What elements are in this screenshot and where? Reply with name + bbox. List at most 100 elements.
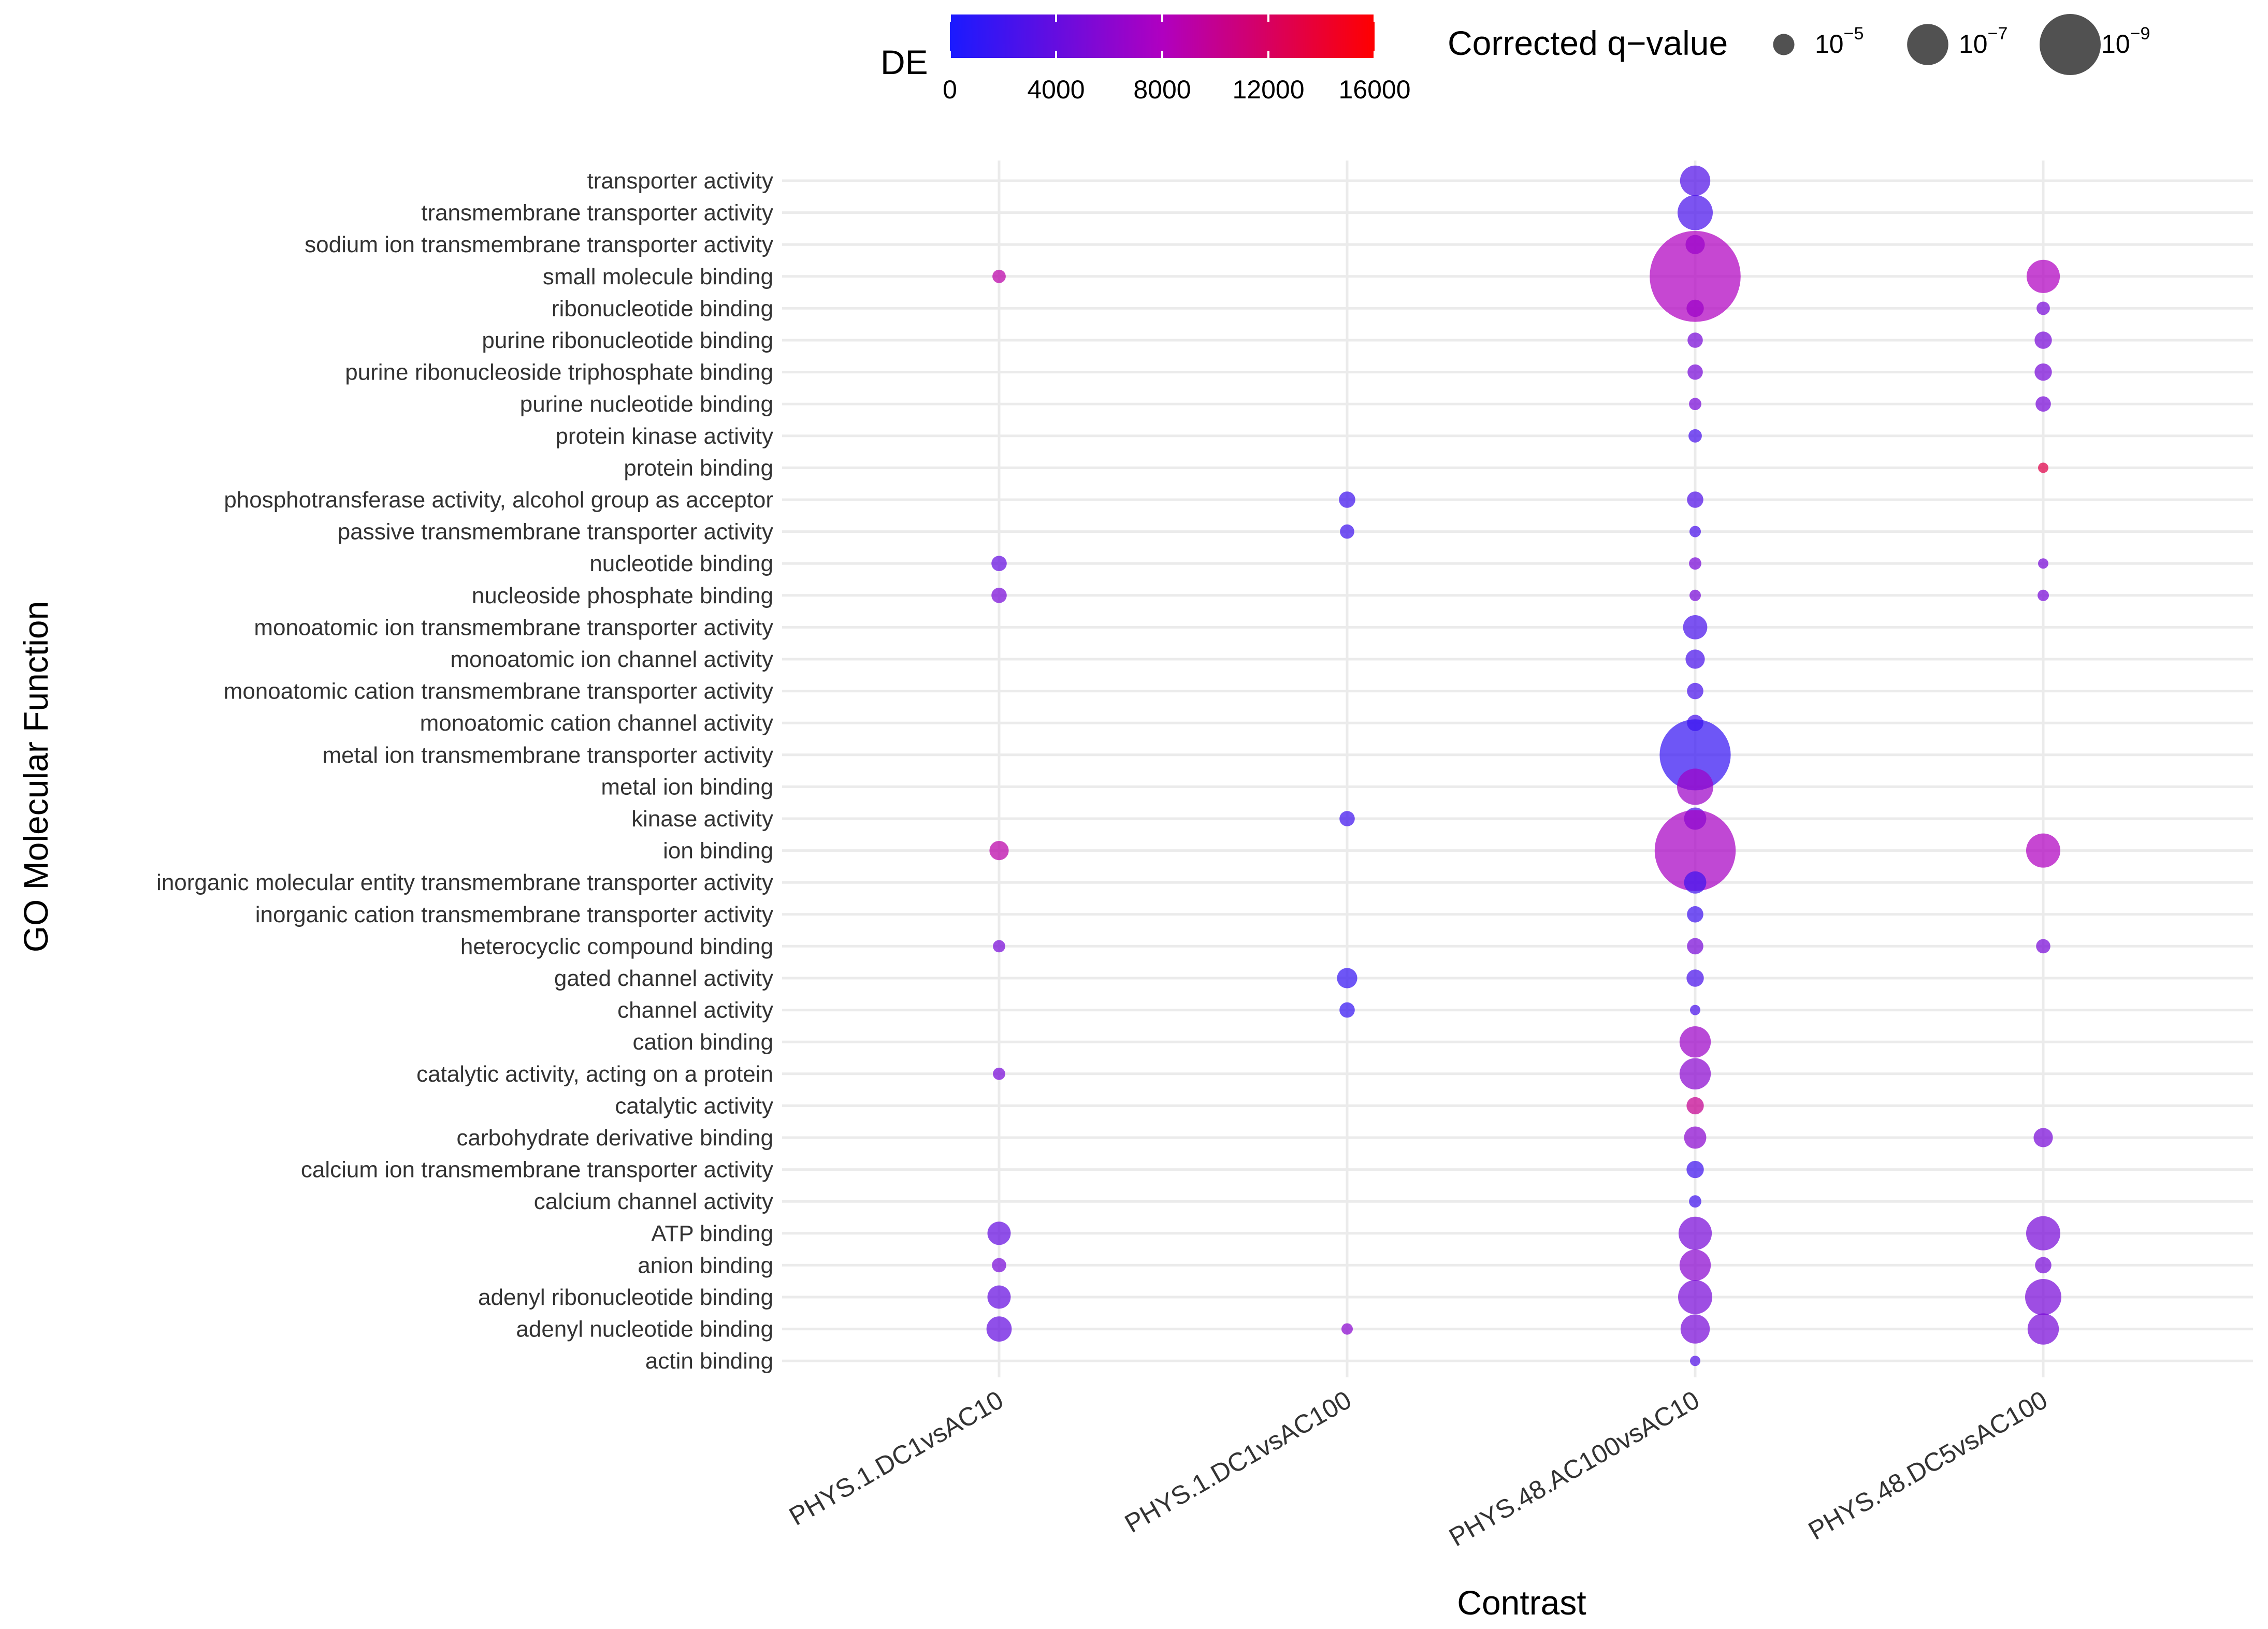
- data-point: [993, 940, 1005, 953]
- data-point: [2034, 331, 2052, 349]
- x-tick-label: PHYS.1.DC1vsAC100: [1120, 1385, 1356, 1538]
- data-point: [1683, 615, 1708, 639]
- y-tick-label: monoatomic cation channel activity: [420, 710, 773, 736]
- y-tick-label: nucleoside phosphate binding: [472, 583, 773, 608]
- data-points: [986, 165, 2061, 1366]
- y-tick-label: phosphotransferase activity, alcohol gro…: [224, 487, 773, 513]
- data-point: [1685, 649, 1705, 669]
- data-point: [992, 1258, 1006, 1273]
- y-tick-label: metal ion binding: [601, 774, 773, 799]
- data-point: [1650, 231, 1741, 322]
- y-tick-label: nucleotide binding: [589, 551, 773, 576]
- color-legend-tick-label: 8000: [1133, 75, 1191, 104]
- size-legend-key: [1773, 34, 1795, 55]
- data-point: [986, 1316, 1012, 1342]
- data-point: [1680, 165, 1711, 196]
- data-point: [1688, 429, 1702, 443]
- data-point: [2026, 259, 2060, 293]
- y-tick-label: adenyl ribonucleotide binding: [478, 1285, 773, 1310]
- data-point: [1689, 557, 1701, 570]
- color-legend-tick-label: 12000: [1232, 75, 1304, 104]
- data-point: [1339, 811, 1355, 826]
- y-tick-label: carbohydrate derivative binding: [457, 1125, 774, 1151]
- data-point: [1337, 968, 1357, 988]
- y-axis-title: GO Molecular Function: [17, 601, 55, 953]
- x-tick-label: PHYS.1.DC1vsAC10: [784, 1385, 1008, 1531]
- y-tick-label: sodium ion transmembrane transporter act…: [305, 232, 773, 257]
- data-point: [2027, 1313, 2059, 1345]
- y-tick-label: anion binding: [638, 1253, 773, 1278]
- y-tick-label: calcium channel activity: [534, 1189, 773, 1214]
- size-legend-label: 10−9: [2101, 24, 2150, 59]
- data-point: [1339, 1002, 1355, 1018]
- y-tick-label: channel activity: [617, 998, 773, 1023]
- size-legend-label: 10−5: [1815, 24, 1863, 59]
- y-tick-label: ion binding: [663, 838, 773, 864]
- x-axis-title: Contrast: [1457, 1583, 1586, 1622]
- data-point: [1687, 364, 1703, 380]
- y-tick-label: passive transmembrane transporter activi…: [338, 519, 773, 545]
- data-point: [1686, 299, 1704, 317]
- data-point: [1339, 491, 1355, 508]
- data-point: [1689, 1195, 1701, 1208]
- data-point: [987, 1221, 1011, 1245]
- y-tick-label: purine ribonucleotide binding: [482, 328, 773, 353]
- data-point: [1679, 1249, 1711, 1281]
- data-point: [1687, 906, 1703, 923]
- size-legend-key: [1907, 24, 1948, 65]
- data-point: [1689, 398, 1701, 411]
- y-tick-label: monoatomic ion channel activity: [450, 647, 773, 672]
- data-point: [2026, 1216, 2060, 1250]
- size-legend-label: 10−7: [1959, 24, 2007, 59]
- data-point: [1678, 1216, 1712, 1250]
- data-point: [993, 1067, 1005, 1080]
- y-tick-label: monoatomic cation transmembrane transpor…: [224, 679, 773, 704]
- x-tick-label: PHYS.48.DC5vsAC100: [1803, 1385, 2052, 1546]
- y-tick-labels: transporter activity transmembrane transp…: [156, 168, 773, 1374]
- y-tick-label: transporter activity: [587, 168, 773, 194]
- size-legend: Corrected q−value 10−5 10−7 10−9: [1448, 14, 2150, 75]
- y-tick-label: ATP binding: [651, 1221, 773, 1246]
- data-point: [1679, 1058, 1711, 1089]
- data-point: [1340, 524, 1354, 539]
- data-point: [1678, 1280, 1712, 1314]
- data-point: [1689, 589, 1701, 601]
- x-tick-labels: PHYS.1.DC1vsAC10 PHYS.1.DC1vsAC100 PHYS.48…: [784, 1385, 2052, 1552]
- y-tick-label: calcium ion transmembrane transporter ac…: [301, 1157, 773, 1183]
- y-tick-label: catalytic activity: [615, 1093, 773, 1118]
- gridlines: [782, 161, 2253, 1377]
- data-point: [992, 269, 1006, 283]
- data-point: [2026, 833, 2060, 868]
- data-point: [1687, 332, 1703, 348]
- data-point: [1690, 1005, 1700, 1015]
- data-point: [991, 556, 1007, 571]
- y-tick-label: inorganic cation transmembrane transport…: [255, 902, 773, 927]
- y-tick-label: gated channel activity: [554, 966, 773, 991]
- y-tick-label: metal ion transmembrane transporter acti…: [322, 743, 773, 768]
- data-point: [1659, 719, 1731, 791]
- data-point: [989, 841, 1009, 861]
- x-tick-label: PHYS.48.AC100vsAC10: [1444, 1385, 1704, 1552]
- color-legend-tick-label: 4000: [1027, 75, 1085, 104]
- color-legend-tick-label: 16000: [1338, 75, 1410, 104]
- y-tick-label: actin binding: [645, 1348, 773, 1374]
- data-point: [2034, 363, 2052, 381]
- data-point: [2038, 589, 2049, 601]
- data-point: [1686, 1160, 1704, 1179]
- data-point: [2036, 301, 2050, 315]
- y-tick-label: purine nucleotide binding: [520, 391, 773, 417]
- data-point: [1679, 1026, 1711, 1058]
- color-legend: DE 0 4000 8000 12000 16000: [880, 14, 1411, 104]
- data-point: [2038, 462, 2048, 473]
- data-point: [987, 1285, 1011, 1309]
- y-tick-label: small molecule binding: [543, 264, 773, 289]
- data-point: [2033, 1128, 2053, 1147]
- y-tick-label: monoatomic ion transmembrane transporter…: [254, 615, 773, 640]
- y-tick-label: kinase activity: [631, 806, 773, 832]
- data-point: [2036, 939, 2050, 954]
- data-point: [1686, 1097, 1704, 1115]
- y-tick-label: ribonucleotide binding: [552, 296, 773, 321]
- data-point: [1684, 871, 1707, 894]
- data-point: [991, 588, 1007, 603]
